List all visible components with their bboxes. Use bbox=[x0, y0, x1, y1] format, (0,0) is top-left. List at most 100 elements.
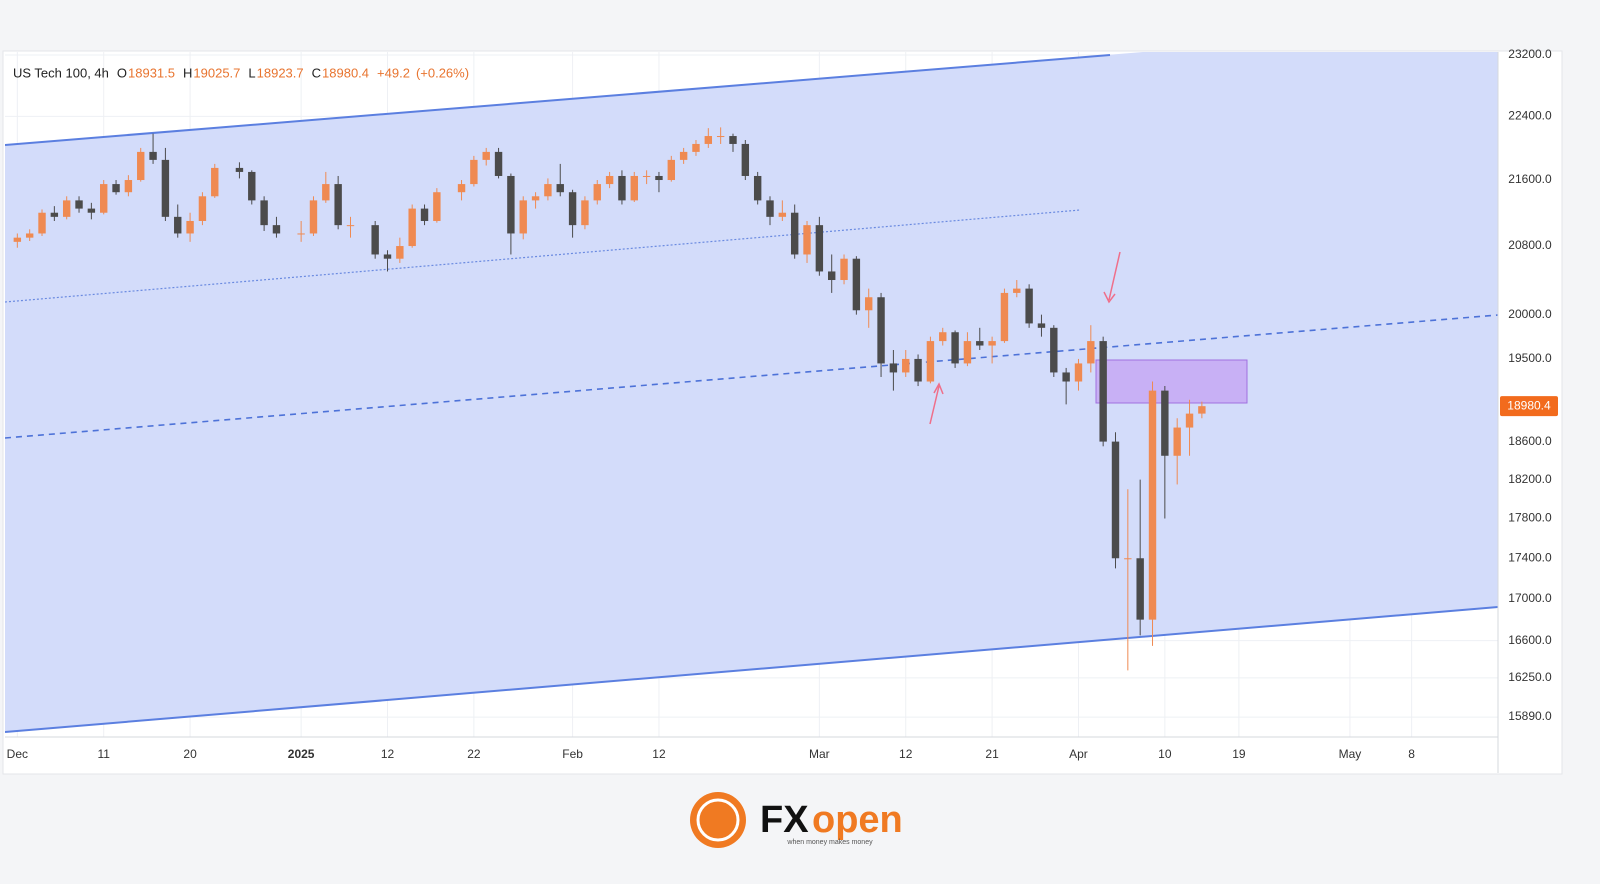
candle-body bbox=[840, 258, 848, 281]
candle-body bbox=[494, 151, 503, 176]
x-tick-label: Dec bbox=[7, 747, 28, 761]
x-tick-label: 12 bbox=[652, 747, 666, 761]
candle-body bbox=[790, 212, 799, 255]
y-tick-label: 21600.0 bbox=[1508, 172, 1552, 186]
candle-body bbox=[803, 225, 811, 255]
candle-body bbox=[753, 175, 762, 201]
x-tick-label: 12 bbox=[381, 747, 395, 761]
candle-body bbox=[692, 143, 700, 152]
candle-body bbox=[865, 297, 873, 311]
candle-body bbox=[716, 136, 725, 138]
axes: 15890.0 16250.0 16600.0 17000.0 17400.0 17800… bbox=[7, 47, 1558, 761]
footer bbox=[0, 780, 1600, 879]
candle-body bbox=[457, 184, 466, 193]
candle-body bbox=[593, 184, 601, 201]
channel-median bbox=[5, 314, 1498, 439]
x-tick-label: 12 bbox=[899, 747, 913, 761]
x-tick-label: Mar bbox=[809, 747, 830, 761]
candle-body bbox=[926, 341, 935, 382]
candle-body bbox=[149, 151, 157, 160]
ohlc-value: 18923.7 bbox=[257, 65, 304, 80]
candle-body bbox=[161, 159, 170, 217]
x-tick-label: 10 bbox=[1158, 747, 1172, 761]
candle-body bbox=[951, 332, 959, 364]
candle-body bbox=[1050, 327, 1058, 373]
candle-body bbox=[1074, 363, 1083, 382]
candle-body bbox=[38, 212, 46, 234]
y-tick-label: 16600.0 bbox=[1508, 633, 1552, 647]
candle-body bbox=[470, 159, 478, 185]
candle-body bbox=[112, 184, 120, 193]
candle-body bbox=[939, 332, 947, 342]
ohlc-value: 18931.5 bbox=[128, 65, 175, 80]
candle-body bbox=[272, 225, 281, 234]
candle-body bbox=[642, 175, 651, 177]
candle-body bbox=[914, 358, 922, 382]
x-tick-label: 11 bbox=[97, 747, 110, 761]
candle-body bbox=[137, 151, 145, 181]
candle-body bbox=[1185, 413, 1194, 428]
candle-body bbox=[1099, 341, 1107, 442]
candle-body bbox=[988, 341, 996, 346]
y-tick-label: 17400.0 bbox=[1508, 550, 1552, 564]
candle-body bbox=[174, 216, 182, 234]
candle-body bbox=[1025, 288, 1033, 324]
ohlc-key: L bbox=[248, 65, 255, 80]
candle-body bbox=[902, 358, 910, 373]
candle-body bbox=[1000, 292, 1009, 342]
x-tick-label: 22 bbox=[467, 747, 481, 761]
x-tick-label: Feb bbox=[562, 747, 583, 761]
x-tick-label: 21 bbox=[985, 747, 999, 761]
candle-body bbox=[630, 175, 638, 201]
candle-body bbox=[482, 151, 490, 160]
resistance-zone bbox=[1095, 359, 1248, 404]
x-tick-label: May bbox=[1339, 747, 1362, 761]
brand-fx: FX bbox=[760, 799, 809, 841]
last-price-tag bbox=[1500, 396, 1558, 417]
y-tick-label: 20000.0 bbox=[1508, 307, 1552, 321]
y-tick-label: 17800.0 bbox=[1508, 511, 1552, 525]
candle-body bbox=[334, 184, 342, 226]
change-pct: (+0.26%) bbox=[416, 65, 469, 80]
candle-body bbox=[1136, 558, 1144, 620]
y-tick-label: 16250.0 bbox=[1508, 670, 1552, 684]
candle-body bbox=[976, 341, 984, 346]
candle-body bbox=[568, 192, 577, 226]
y-tick-label: 15890.0 bbox=[1508, 709, 1552, 723]
tagline: when money makes money bbox=[786, 839, 873, 846]
candle-body bbox=[766, 200, 774, 217]
ohlc-value: 18980.4 bbox=[322, 65, 369, 80]
candle-body bbox=[100, 184, 108, 213]
candle-body bbox=[877, 297, 885, 364]
candle-body bbox=[605, 175, 614, 185]
candle-body bbox=[1173, 427, 1181, 456]
candle-body bbox=[408, 208, 416, 247]
candle-body bbox=[75, 200, 83, 209]
candle-body bbox=[556, 184, 564, 193]
candle-body bbox=[383, 254, 392, 259]
candle-body bbox=[1124, 558, 1132, 560]
candle-body bbox=[544, 184, 552, 197]
x-tick-label: 2025 bbox=[288, 747, 315, 761]
candles bbox=[13, 127, 1206, 671]
candle-body bbox=[778, 212, 787, 217]
x-tick-label: 19 bbox=[1232, 747, 1246, 761]
candle-body bbox=[741, 143, 750, 176]
candle-body bbox=[50, 212, 59, 217]
y-tick-label: 18600.0 bbox=[1508, 434, 1552, 448]
ohlc-key: O bbox=[117, 65, 127, 80]
arrow bbox=[929, 385, 940, 425]
x-tick-label: Apr bbox=[1069, 747, 1088, 761]
y-tick-label: 20800.0 bbox=[1508, 238, 1552, 252]
candle-body bbox=[531, 196, 540, 201]
candle-body bbox=[655, 175, 663, 181]
candle-body bbox=[1198, 406, 1206, 414]
candle-body bbox=[248, 171, 256, 201]
x-tick-label: 8 bbox=[1408, 747, 1415, 761]
ohlc-key: C bbox=[312, 65, 321, 80]
candle-body bbox=[87, 208, 96, 213]
channel-fill bbox=[5, 52, 1498, 732]
candle-body bbox=[581, 200, 589, 226]
candle-body bbox=[667, 159, 675, 181]
